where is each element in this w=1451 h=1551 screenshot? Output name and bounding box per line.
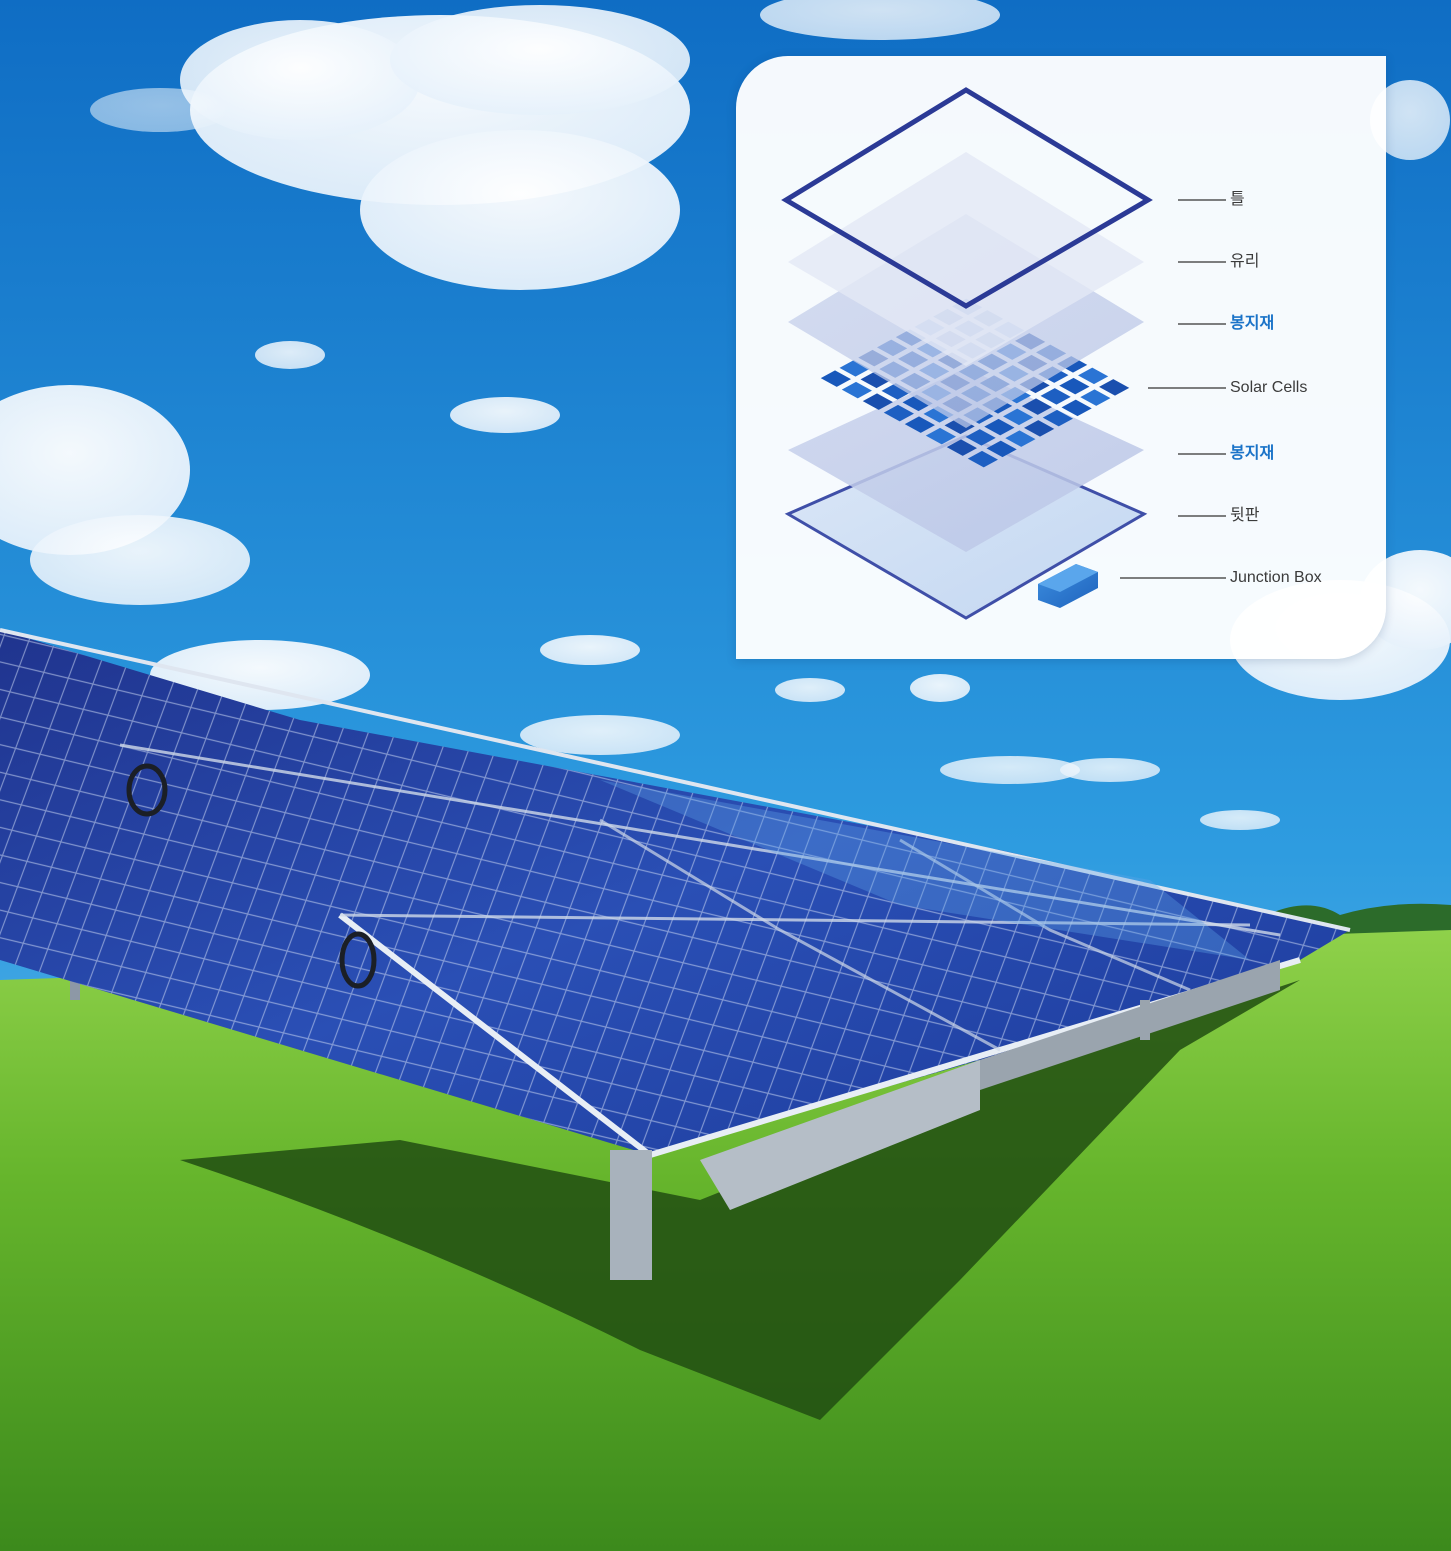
solar-cell — [1078, 368, 1108, 385]
label-encapsulant-top: 봉지재 — [1230, 314, 1274, 334]
label-frame: 틀 — [1230, 190, 1245, 210]
solar-cell — [1062, 400, 1092, 417]
label-junction-box: Junction Box — [1230, 568, 1322, 588]
solar-cell — [821, 370, 851, 387]
solar-cell — [1099, 379, 1129, 396]
solar-cell — [1080, 389, 1110, 406]
label-glass: 유리 — [1230, 252, 1259, 272]
module-layers-diagram: 틀 유리 봉지재 Solar Cells 봉지재 뒷판 Junction Box — [736, 56, 1386, 659]
solar-cell — [842, 382, 872, 399]
label-solar-cells: Solar Cells — [1230, 378, 1307, 398]
leader-lines — [1120, 200, 1226, 578]
solar-cell — [1041, 388, 1071, 405]
label-encapsulant-bottom: 봉지재 — [1230, 444, 1274, 464]
label-backsheet: 뒷판 — [1230, 506, 1259, 526]
solar-cell — [1059, 378, 1089, 395]
